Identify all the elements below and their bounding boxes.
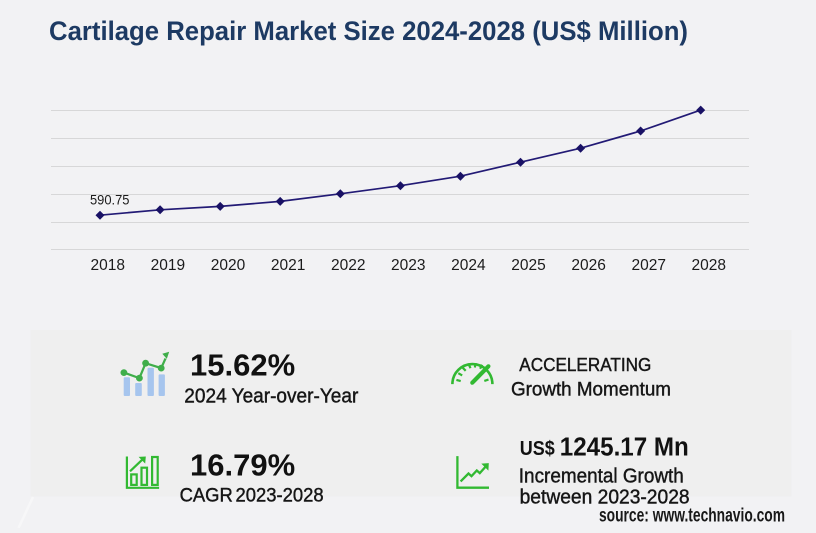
svg-text:2027: 2027: [631, 257, 665, 274]
svg-text:2022: 2022: [331, 257, 365, 274]
svg-text:US$: US$: [520, 437, 556, 460]
svg-text:2026: 2026: [571, 257, 605, 274]
svg-text:source: www.technavio.com: source: www.technavio.com: [599, 506, 785, 527]
svg-text:between 2023-2028: between 2023-2028: [520, 487, 690, 509]
svg-text:2019: 2019: [151, 257, 185, 274]
svg-text:Incremental Growth: Incremental Growth: [519, 466, 684, 488]
svg-text:ACCELERATING: ACCELERATING: [519, 355, 651, 375]
svg-text:2021: 2021: [271, 257, 305, 274]
svg-text:1245.17 Mn: 1245.17 Mn: [560, 433, 689, 461]
svg-text:Cartilage Repair Market Size 2: Cartilage Repair Market Size 2024-2028 (…: [49, 16, 688, 46]
svg-text:16.79%: 16.79%: [190, 448, 295, 483]
svg-text:2018: 2018: [91, 257, 125, 274]
svg-text:590.75: 590.75: [90, 192, 130, 208]
svg-text:Growth Momentum: Growth Momentum: [511, 378, 671, 400]
svg-text:15.62%: 15.62%: [190, 347, 295, 382]
svg-text:2024 Year-over-Year: 2024 Year-over-Year: [184, 386, 358, 408]
svg-text:CAGR 2023-2028: CAGR 2023-2028: [180, 485, 324, 507]
svg-text:2024: 2024: [451, 257, 486, 274]
svg-text:2028: 2028: [692, 257, 726, 274]
svg-text:2023: 2023: [391, 257, 425, 274]
svg-text:2020: 2020: [211, 257, 246, 274]
svg-text:2025: 2025: [511, 257, 545, 274]
